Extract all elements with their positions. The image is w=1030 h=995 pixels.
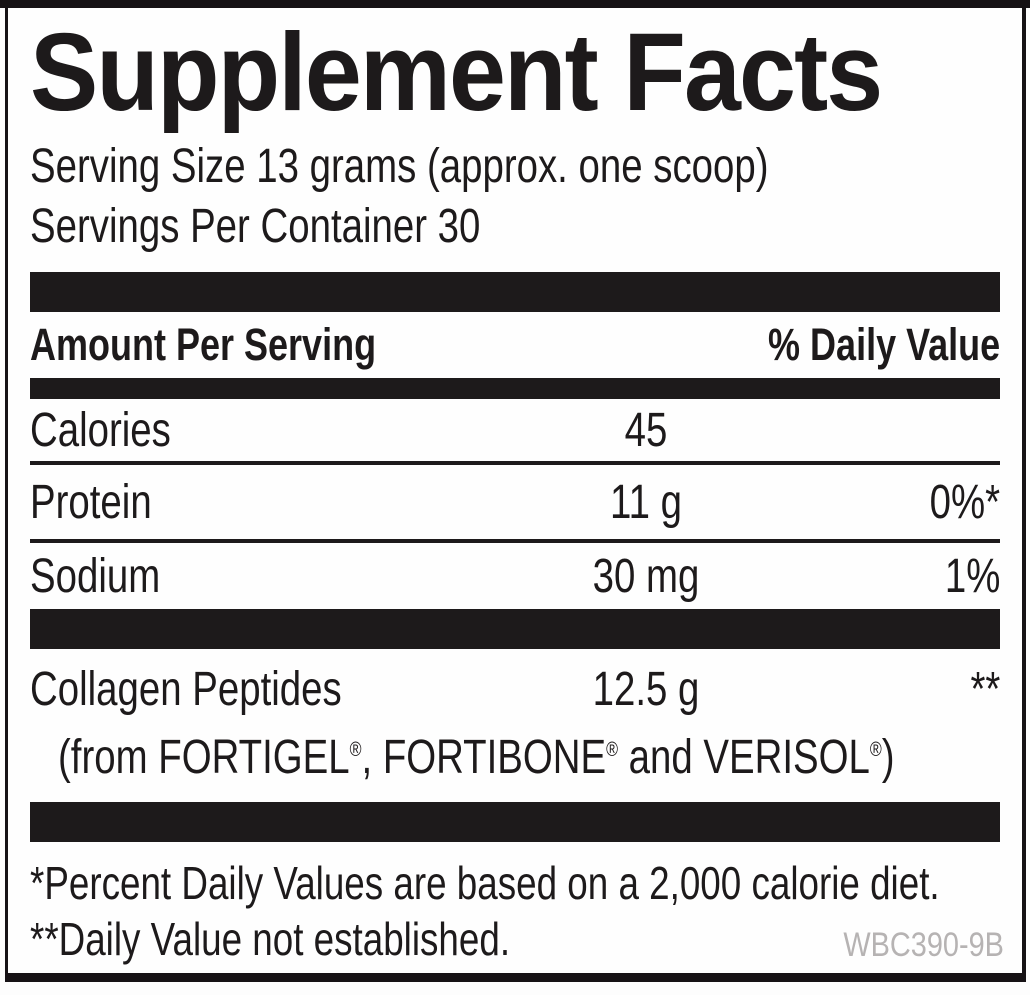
divider-bar-bottom — [30, 802, 1000, 843]
thin-rule — [30, 461, 1000, 466]
footnote-not-established: **Daily Value not established. — [30, 913, 511, 966]
nutrient-amount: 45 — [624, 403, 668, 457]
divider-bar-top — [30, 272, 1000, 313]
thin-rule — [30, 539, 1000, 544]
label-title: Supplement Facts — [30, 11, 1000, 134]
label-title-text: Supplement Facts — [30, 11, 883, 134]
top-border-band — [0, 0, 1030, 8]
servings-per-container-line: Servings Per Container 30 — [30, 199, 481, 253]
footnotes: *Percent Daily Values are based on a 2,0… — [30, 855, 1000, 967]
table-header-row: Amount Per Serving % Daily Value — [30, 312, 1000, 378]
footnote-daily-values: *Percent Daily Values are based on a 2,0… — [30, 857, 940, 910]
daily-value-header: % Daily Value — [767, 319, 1000, 371]
nutrient-name: Sodium — [30, 549, 161, 603]
label-frame: Supplement Facts Serving Size 13 grams (… — [5, 8, 1026, 982]
nutrient-name: Calories — [30, 403, 171, 457]
divider-bar-header — [30, 378, 1000, 400]
collagen-source-line: (from FORTIGEL®, FORTIBONE® and VERISOL®… — [58, 728, 1000, 788]
serving-info: Serving Size 13 grams (approx. one scoop… — [30, 137, 1000, 256]
divider-bar-middle — [30, 609, 1000, 650]
table-row-protein: Protein 11 g 0%* — [30, 465, 1000, 539]
nutrient-amount: 30 mg — [592, 549, 700, 603]
nutrient-name: Protein — [30, 475, 152, 529]
amount-per-serving-header: Amount Per Serving — [30, 319, 377, 371]
nutrient-daily-value: 0%* — [929, 475, 1000, 529]
product-code: WBC390-9B — [843, 926, 1004, 964]
table-row-collagen-peptides: Collagen Peptides 12.5 g ** — [30, 658, 1000, 720]
table-row-calories: Calories 45 — [30, 399, 1000, 461]
collagen-source-text: (from FORTIGEL®, FORTIBONE® and VERISOL®… — [58, 731, 895, 785]
serving-size-line: Serving Size 13 grams (approx. one scoop… — [30, 140, 769, 194]
nutrient-daily-value: ** — [970, 663, 1000, 717]
table-row-sodium: Sodium 30 mg 1% — [30, 543, 1000, 609]
nutrient-name: Collagen Peptides — [30, 663, 342, 717]
nutrient-amount: 11 g — [609, 475, 682, 529]
nutrient-amount: 12.5 g — [592, 663, 700, 717]
nutrient-daily-value: 1% — [944, 549, 1001, 603]
